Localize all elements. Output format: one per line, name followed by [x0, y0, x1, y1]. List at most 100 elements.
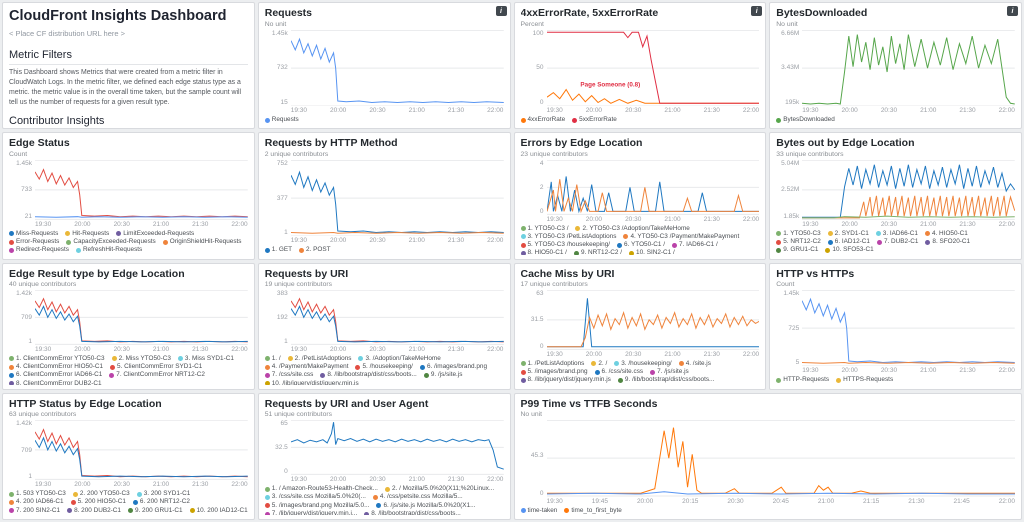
chart-canvas-bytes-downloaded[interactable] [802, 30, 1015, 106]
legend-item[interactable]: 8. /lib/bootstrap/dist/css/boots... [320, 371, 417, 379]
legend-item[interactable]: 6. 200 NRT12-C2 [132, 498, 190, 506]
legend-item[interactable]: 1. / Amazon-Route53-Health-Check... [264, 485, 378, 493]
legend-item[interactable]: 10. SIN2-C1 / [629, 249, 675, 255]
panel-title-http-status-by-edge-location[interactable]: HTTP Status by Edge Location [9, 397, 162, 410]
legend-item[interactable]: 1. ClientCommError YTO50-C3 [9, 355, 105, 363]
legend-item[interactable]: LimitExceeded-Requests [116, 230, 194, 238]
panel-title-bytes-downloaded[interactable]: BytesDownloaded [776, 7, 868, 19]
chart-canvas-http-status-by-edge-location[interactable] [35, 420, 248, 480]
chart-canvas-cache-miss-by-uri[interactable] [547, 290, 760, 350]
legend-item[interactable]: 6. /images/brand.png [419, 363, 487, 371]
legend-item[interactable]: Miss-Requests [9, 230, 58, 238]
legend-item[interactable]: time-taken [520, 507, 557, 515]
legend-item[interactable]: 8. 200 DUB2-C1 [67, 507, 121, 515]
legend-item[interactable]: 5. /images/brand.png Mozilla/5.0... [264, 502, 369, 510]
legend-item[interactable]: 5xxErrorRate [572, 116, 617, 124]
legend-item[interactable]: 6. /js/site.js Mozilla/5.0%20(X1... [376, 502, 475, 510]
legend-item[interactable]: 2. POST [299, 246, 331, 254]
legend-item[interactable]: 5. 200 HIO50-C1 [70, 498, 126, 506]
legend-item[interactable]: Error-Requests [9, 238, 59, 246]
chart-canvas-errors-by-edge-location[interactable] [547, 160, 760, 215]
legend-item[interactable]: 9. /js/site.js [423, 371, 462, 379]
panel-title-errors-by-edge-location[interactable]: Errors by Edge Location [520, 137, 643, 150]
legend-item[interactable]: Hit-Requests [65, 230, 109, 238]
legend-item[interactable]: 7. DUB2-C1 [876, 238, 918, 246]
legend-item[interactable]: 4. 200 IAD66-C1 [9, 498, 64, 506]
legend-item[interactable]: RefreshHit-Requests [75, 246, 142, 254]
legend-item[interactable]: 2. / [591, 360, 607, 368]
legend-item[interactable]: 5. NRT12-C2 [776, 238, 821, 246]
legend-item[interactable]: 3. /Adoption/TakeMeHome [358, 355, 441, 363]
legend-item[interactable]: 3. /css/site.css Mozilla/5.0%20(... [264, 493, 366, 501]
legend-item[interactable]: 4xxErrorRate [520, 116, 565, 124]
legend-item[interactable]: time_to_first_byte [564, 507, 622, 515]
legend-item[interactable]: 9. /lib/bootstrap/dist/css/boots... [617, 376, 714, 384]
legend-item[interactable]: 3. Miss SYD1-C1 [177, 355, 234, 363]
legend-item[interactable]: 2. /PetListAdoptions [287, 355, 351, 363]
legend-item[interactable]: 8. SFO20-C1 [925, 238, 970, 246]
info-icon[interactable]: i [1007, 6, 1018, 16]
legend-item[interactable]: 4. HIO50-C1 [924, 230, 968, 238]
chart-canvas-error-rate[interactable]: Page Someone (0.8) [547, 30, 760, 106]
panel-title-p99-time-vs-ttfb-seconds[interactable]: P99 Time vs TTFB Seconds [520, 397, 658, 410]
legend-item[interactable]: 3. YTO50-C3 /PetListAdoptions [520, 233, 616, 241]
legend-item[interactable]: 7. /js/site.js [650, 368, 689, 376]
legend-item[interactable]: 5. ClientCommError SYD1-C1 [110, 363, 202, 371]
info-icon[interactable]: i [751, 6, 763, 16]
info-icon[interactable]: i [495, 6, 507, 16]
legend-item[interactable]: 8. /lib/jquery/dist/jquery.min.js [520, 376, 611, 384]
legend-item[interactable]: 10. /lib/jquery/dist/jquery.min.js [264, 380, 359, 385]
legend-item[interactable]: 2. / Mozilla/5.0%20(X11;%20Linux... [384, 485, 494, 493]
legend-item[interactable]: 8. HIO50-C1 / [520, 249, 567, 255]
legend-item[interactable]: 1. / [264, 355, 281, 363]
legend-item[interactable]: 2. SYD1-C1 [827, 230, 869, 238]
chart-canvas-p99-time-vs-ttfb-seconds[interactable] [547, 420, 1016, 496]
chart-canvas-http-vs-https[interactable] [802, 290, 1015, 366]
panel-title-requests[interactable]: Requests [264, 7, 313, 19]
legend-item[interactable]: 7. IAD66-C1 / [672, 241, 718, 249]
legend-item[interactable]: 9. GRU1-C1 [776, 246, 818, 254]
legend-item[interactable]: Requests [264, 116, 299, 124]
panel-title-requests-by-uri-and-user-agent[interactable]: Requests by URI and User Agent [264, 397, 429, 410]
panel-title-cache-miss-by-uri[interactable]: Cache Miss by URI [520, 267, 615, 280]
legend-item[interactable]: 3. 200 SYD1-C1 [136, 490, 190, 498]
legend-item[interactable]: 3. IAD66-C1 [875, 230, 918, 238]
chart-canvas-edge-result-type-by-edge-location[interactable] [35, 290, 248, 345]
legend-item[interactable]: 4. /site.js [678, 360, 711, 368]
legend-item[interactable]: 2. YTO50-C3 /Adoption/TakeMeHome [575, 225, 690, 233]
legend-item[interactable]: 4. ClientCommError HIO50-C1 [9, 363, 103, 371]
legend-item[interactable]: 5. YTO50-C3 /housekeeping/ [520, 241, 610, 249]
panel-title-http-vs-https[interactable]: HTTP vs HTTPs [776, 267, 855, 280]
legend-item[interactable]: 3. /housekeeping/ [614, 360, 672, 368]
legend-item[interactable]: 5. /housekeeping/ [355, 363, 413, 371]
legend-item[interactable]: 1. GET [264, 246, 292, 254]
chart-canvas-bytes-out-by-edge-location[interactable] [802, 160, 1015, 220]
legend-item[interactable]: 7. /css/site.css [264, 371, 313, 379]
legend-item[interactable]: 8. /lib/bootstrap/dist/css/boots... [364, 510, 461, 515]
legend-item[interactable]: 7. 200 SIN2-C1 [9, 507, 60, 515]
panel-title-bytes-out-by-edge-location[interactable]: Bytes out by Edge Location [776, 137, 915, 150]
panel-title-requests-by-uri[interactable]: Requests by URI [264, 267, 349, 280]
chart-canvas-edge-status[interactable] [35, 160, 248, 220]
legend-item[interactable]: 6. /css/site.css [594, 368, 643, 376]
legend-item[interactable]: BytesDownloaded [776, 116, 835, 124]
legend-item[interactable]: 10. SFO53-C1 [825, 246, 874, 254]
legend-item[interactable]: 4. /css/petsite.css Mozilla/5... [372, 493, 463, 501]
legend-item[interactable]: 9. 200 GRU1-C1 [127, 507, 183, 515]
panel-title-requests-by-http-method[interactable]: Requests by HTTP Method [264, 137, 398, 150]
legend-item[interactable]: CapacityExceeded-Requests [66, 238, 156, 246]
legend-item[interactable]: 1. /PetListAdoptions [520, 360, 584, 368]
panel-title-edge-status[interactable]: Edge Status [9, 137, 70, 150]
legend-item[interactable]: 1. YTO50-C3 / [520, 225, 568, 233]
legend-item[interactable]: 1. YTO50-C3 [776, 230, 821, 238]
chart-canvas-requests-by-http-method[interactable] [291, 160, 504, 236]
legend-item[interactable]: 5. /images/brand.png [520, 368, 588, 376]
legend-item[interactable]: 9. NRT12-C2 / [573, 249, 622, 255]
legend-item[interactable]: Redirect-Requests [9, 246, 69, 254]
legend-item[interactable]: 7. /lib/jquery/dist/jquery.min.j... [264, 510, 357, 515]
legend-item[interactable]: 8. ClientCommError DUB2-C1 [9, 380, 102, 385]
legend-item[interactable]: 1. 503 YTO50-C3 [9, 490, 66, 498]
chart-canvas-requests[interactable] [291, 30, 504, 106]
legend-item[interactable]: 10. 200 IAD12-C1 [189, 507, 248, 515]
legend-item[interactable]: 6. IAD12-C1 [827, 238, 870, 246]
